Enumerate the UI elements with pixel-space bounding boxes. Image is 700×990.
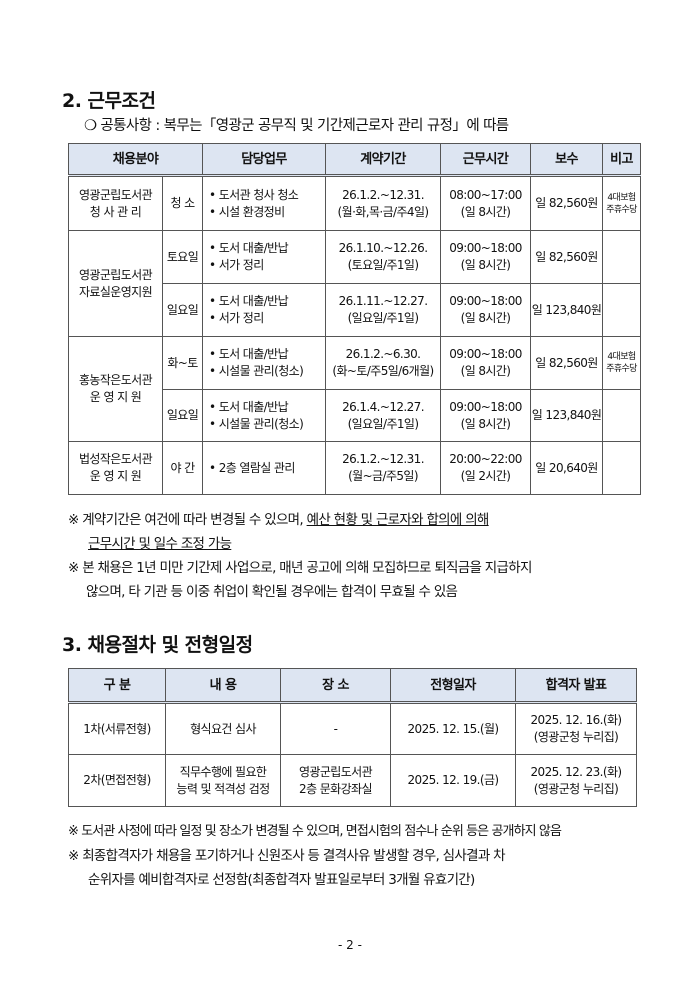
table-row: 영광군립도서관 자료실운영지원 토요일 • 도서 대출/반납 • 서가 정리 26.1…	[68, 230, 642, 337]
cell-period: 26.1.2.~12.31. (월~금/주5일)	[325, 441, 442, 495]
header-pay: 보수	[530, 143, 604, 177]
cell-hours: 09:00~18:00 (일 8시간)	[440, 389, 532, 442]
table-row: 일요일 • 도서 대출/반납 • 서가 정리 26.1.11.~12.27. (일요…	[69, 283, 642, 337]
header-note: 비고	[602, 143, 642, 177]
header-place: 장 소	[280, 668, 391, 704]
common-rule: ❍ 공통사항 : 복무는「영광군 공무직 및 기간제근로자 관리 규정」에 따름	[84, 118, 509, 134]
cell-subfield: 일요일	[161, 389, 204, 442]
table-row: 1차(서류전형) 형식요건 심사 -2025. 12. 15.(월) 2025. 12…	[68, 702, 637, 755]
cell-note	[602, 441, 642, 495]
page-number: - 2 -	[338, 938, 362, 952]
cell-note	[602, 283, 642, 337]
cell-hours: 09:00~18:00 (일 8시간)	[440, 283, 532, 337]
header-content: 내 용	[165, 668, 281, 704]
cell-period: 26.1.2.~12.31. (월·화,목·금/주4일)	[325, 175, 442, 231]
cell-subfield: 화~토	[161, 336, 204, 390]
cell-field: 법성작은도서관 운 영 지 원	[68, 441, 163, 495]
cell-period: 26.1.11.~12.27. (일요일/주1일)	[325, 283, 442, 337]
cell-pay: 일 82,560원	[530, 336, 604, 390]
table-row: 일요일 • 도서 대출/반납 • 시설물 관리(청소) 26.1.4.~12.27.…	[69, 389, 642, 442]
cell-date: 2025. 12. 19.(금)	[390, 754, 516, 807]
table-row: 2차(면접전형) 직무수행에 필요한 능력 및 적격성 검정 영광군립도서관 2층 …	[68, 754, 637, 807]
cell-period: 26.1.4.~12.27. (일요일/주1일)	[325, 389, 442, 442]
cell-result: 2025. 12. 23.(화) (영광군청 누리집)	[515, 754, 637, 807]
header-stage: 구 분	[68, 668, 166, 704]
note-1: ※ 계약기간은 여건에 따라 변경될 수 있으며, 예산 현황 및 근로자와 합…	[68, 508, 489, 528]
cell-duty: • 도서 대출/반납 • 서가 정리	[202, 230, 327, 284]
header-date: 전형일자	[390, 668, 516, 704]
cell-duty: • 2층 열람실 관리	[202, 441, 327, 495]
header-result: 합격자 발표	[515, 668, 637, 704]
cell-field: 홍농작은도서관 운 영 지 원	[68, 336, 163, 442]
header-field: 채용분야	[67, 143, 204, 177]
cell-pay: 일 82,560원	[530, 230, 604, 284]
cell-date: 2025. 12. 15.(월)	[390, 702, 516, 755]
cell-place: -	[280, 702, 391, 755]
note-4-cont: 순위자를 예비합격자로 선정함(최종합격자 발표일로부터 3개월 유효기간)	[88, 872, 475, 888]
cell-pay: 일 123,840원	[530, 283, 604, 337]
cell-pay: 일 20,640원	[530, 441, 604, 495]
cell-hours: 09:00~18:00 (일 8시간)	[440, 336, 532, 390]
note-1-cont: 근무시간 및 일수 조정 가능	[88, 536, 232, 552]
cell-subfield: 토요일	[161, 230, 204, 284]
cell-content: 직무수행에 필요한 능력 및 적격성 검정	[165, 754, 281, 807]
cell-hours: 20:00~22:00 (일 2시간)	[440, 441, 532, 495]
section-3-title: 3. 채용절차 및 전형일정	[62, 634, 253, 656]
cell-duty: • 도서 대출/반납 • 시설물 관리(청소)	[202, 389, 327, 442]
cell-stage: 2차(면접전형)	[68, 754, 166, 807]
note-4: ※ 최종합격자가 채용을 포기하거나 신원조사 등 결격사유 발생할 경우, 심…	[68, 848, 506, 864]
cell-duty: • 도서 대출/반납 • 시설물 관리(청소)	[202, 336, 327, 390]
cell-period: 26.1.10.~12.26. (토요일/주1일)	[325, 230, 442, 284]
cell-content: 형식요건 심사	[165, 702, 281, 755]
table-row: 홍농작은도서관 운 영 지 원 화~토 • 도서 대출/반납 • 시설물 관리(청소…	[68, 336, 642, 442]
cell-subfield: 청 소	[161, 175, 204, 231]
note-1-text: ※ 계약기간은 여건에 따라 변경될 수 있으며,	[68, 512, 307, 528]
cell-subfield: 일요일	[161, 283, 204, 337]
cell-stage: 1차(서류전형)	[68, 702, 166, 755]
cell-note: 4대보험 주휴수당	[602, 336, 642, 390]
cell-pay: 일 123,840원	[530, 389, 604, 442]
cell-pay: 일 82,560원	[530, 175, 604, 231]
note-2-cont: 않으며, 타 기관 등 이중 취업이 확인될 경우에는 합격이 무효될 수 있음	[86, 584, 458, 600]
note-3: ※ 도서관 사정에 따라 일정 및 장소가 변경될 수 있으며, 면접시험의 점…	[68, 824, 562, 839]
cell-field: 영광군립도서관 자료실운영지원	[68, 230, 163, 337]
cell-field: 영광군립도서관 청 사 관 리	[68, 175, 163, 231]
header-duty: 담당업무	[202, 143, 327, 177]
cell-duty: • 도서 대출/반납 • 서가 정리	[202, 283, 327, 337]
cell-subfield: 야 간	[161, 441, 204, 495]
section-2-title: 2. 근무조건	[62, 90, 156, 112]
header-period: 계약기간	[325, 143, 442, 177]
cell-duty: • 도서관 청사 청소 • 시설 환경정비	[202, 175, 327, 231]
note-2: ※ 본 채용은 1년 미만 기간제 사업으로, 매년 공고에 의해 모집하므로 …	[68, 560, 532, 576]
cell-place: 영광군립도서관 2층 문화강좌실	[280, 754, 391, 807]
header-hours: 근무시간	[440, 143, 532, 177]
cell-note: 4대보험 주휴수당	[602, 175, 642, 231]
cell-note	[602, 230, 642, 284]
note-1-underlined: 예산 현황 및 근로자와 합의에 의해	[306, 512, 490, 528]
cell-result: 2025. 12. 16.(화) (영광군청 누리집)	[515, 702, 637, 755]
work-conditions-table: 채용분야 담당업무 계약기간 근무시간 보수 비고 영광군립도서관 청 사 관 …	[67, 143, 642, 495]
cell-note	[602, 389, 642, 442]
cell-period: 26.1.2.~6.30. (화~토/주5일/6개월)	[325, 336, 442, 390]
cell-hours: 08:00~17:00 (일 8시간)	[440, 175, 532, 231]
cell-hours: 09:00~18:00 (일 8시간)	[440, 230, 532, 284]
schedule-table: 구 분 내 용 장 소 전형일자 합격자 발표 1차(서류전형) 형식요건 심사 -…	[68, 668, 637, 807]
